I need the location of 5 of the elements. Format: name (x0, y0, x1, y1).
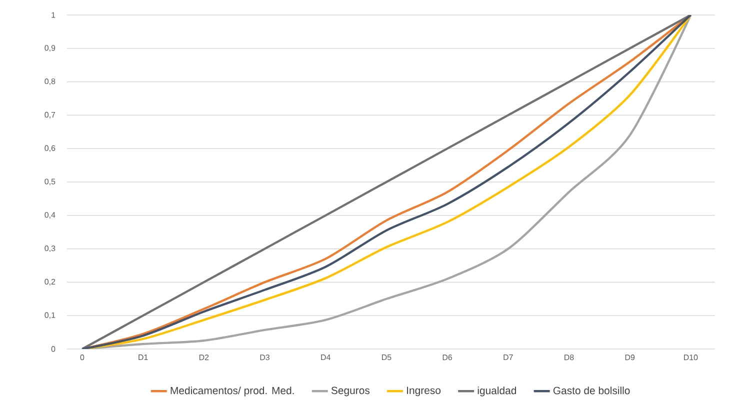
legend-label: Ingreso (407, 386, 441, 396)
legend-label: Gasto de bolsillo (553, 386, 630, 394)
legend-label: igualdad (478, 386, 516, 396)
legend-label: Seguros (331, 386, 370, 396)
legend-label: Medicamentos/ prod. Med. (170, 386, 294, 396)
